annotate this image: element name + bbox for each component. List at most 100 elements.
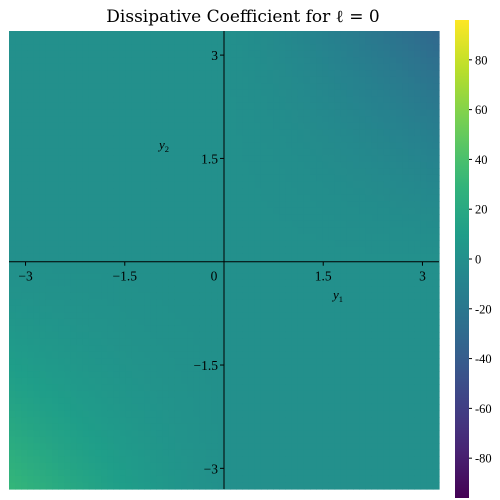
heatmap-cell [267, 122, 274, 130]
heatmap-cell [273, 227, 280, 235]
heatmap-cell [383, 469, 391, 477]
heatmap-cell [119, 201, 127, 209]
heatmap-cell [328, 109, 336, 117]
heatmap-cell [389, 201, 397, 209]
heatmap-cell [107, 174, 115, 183]
heatmap-cell [70, 390, 78, 398]
heatmap-cell [420, 102, 428, 111]
heatmap-cell [144, 220, 151, 228]
heatmap-cell [224, 220, 231, 228]
heatmap-cell [322, 377, 330, 385]
heatmap-cell [260, 50, 268, 58]
heatmap-cell [310, 358, 317, 366]
heatmap-cell [432, 462, 440, 470]
heatmap-cell [303, 70, 311, 78]
heatmap-cell [279, 417, 287, 425]
heatmap-cell [119, 168, 127, 176]
heatmap-cell [414, 305, 422, 313]
heatmap-cell [15, 482, 22, 490]
heatmap-cell [52, 181, 59, 189]
heatmap-cell [138, 410, 145, 418]
heatmap-cell [396, 83, 403, 91]
heatmap-cell [426, 266, 434, 274]
heatmap-cell [88, 37, 96, 45]
heatmap-cell [334, 475, 342, 484]
heatmap-cell [426, 240, 434, 248]
heatmap-cell [199, 462, 207, 470]
heatmap-cell [322, 482, 330, 490]
heatmap-cell [113, 155, 121, 163]
heatmap-cell [27, 377, 35, 385]
heatmap-cell [162, 312, 170, 320]
heatmap-cell [371, 377, 379, 385]
heatmap-cell [230, 57, 237, 65]
heatmap-cell [138, 397, 145, 405]
heatmap-cell [181, 318, 188, 327]
heatmap-cell [426, 148, 434, 156]
heatmap-cell [273, 377, 280, 385]
heatmap-cell [236, 194, 244, 202]
heatmap-cell [353, 155, 360, 163]
heatmap-cell [45, 338, 53, 346]
heatmap-cell [248, 102, 256, 111]
heatmap-cell [193, 109, 201, 117]
heatmap-cell [64, 155, 72, 163]
heatmap-cell [101, 436, 108, 444]
heatmap-cell [58, 83, 65, 91]
heatmap-cell [174, 390, 182, 398]
heatmap-cell [383, 76, 391, 84]
heatmap-cell [402, 475, 409, 484]
heatmap-cell [396, 390, 403, 398]
heatmap-cell [21, 449, 29, 457]
heatmap-cell [150, 364, 158, 372]
heatmap-cell [353, 246, 360, 255]
heatmap-cell [27, 168, 35, 176]
heatmap-cell [95, 161, 102, 169]
heatmap-cell [70, 430, 78, 438]
heatmap-cell [316, 214, 323, 222]
heatmap-cell [303, 371, 311, 379]
heatmap-cell [58, 233, 65, 241]
heatmap-cell [383, 181, 391, 189]
heatmap-cell [420, 410, 428, 418]
heatmap-cell [33, 116, 41, 124]
heatmap-cell [334, 305, 342, 313]
heatmap-cell [193, 443, 201, 451]
heatmap-cell [359, 70, 366, 78]
heatmap-cell [377, 37, 385, 45]
heatmap-cell [224, 358, 231, 366]
heatmap-cell [353, 44, 360, 52]
heatmap-cell [420, 201, 428, 209]
heatmap-cell [119, 325, 127, 333]
heatmap-cell [334, 318, 342, 327]
heatmap-cell [254, 417, 262, 425]
heatmap-cell [187, 305, 194, 313]
heatmap-cell [181, 142, 188, 150]
heatmap-cell [162, 220, 170, 228]
heatmap-cell [340, 31, 348, 39]
heatmap-cell [88, 390, 96, 398]
heatmap-cell [383, 246, 391, 255]
heatmap-cell [322, 436, 330, 444]
heatmap-cell [297, 109, 305, 117]
heatmap-cell [230, 116, 237, 124]
heatmap-cell [181, 403, 188, 412]
heatmap-cell [88, 410, 96, 418]
heatmap-cell [432, 371, 440, 379]
heatmap-cell [420, 266, 428, 274]
heatmap-cell [21, 227, 29, 235]
heatmap-cell [426, 89, 434, 98]
heatmap-cell [39, 168, 47, 176]
heatmap-cell [101, 325, 108, 333]
heatmap-cell [285, 318, 293, 327]
heatmap-cell [95, 292, 102, 300]
heatmap-cell [119, 286, 127, 294]
heatmap-cell [21, 305, 29, 313]
heatmap-cell [377, 89, 385, 98]
heatmap-cell [187, 201, 194, 209]
heatmap-cell [340, 312, 348, 320]
heatmap-cell [396, 63, 403, 71]
heatmap-cell [389, 266, 397, 274]
heatmap-cell [359, 246, 366, 255]
heatmap-cell [45, 286, 53, 294]
